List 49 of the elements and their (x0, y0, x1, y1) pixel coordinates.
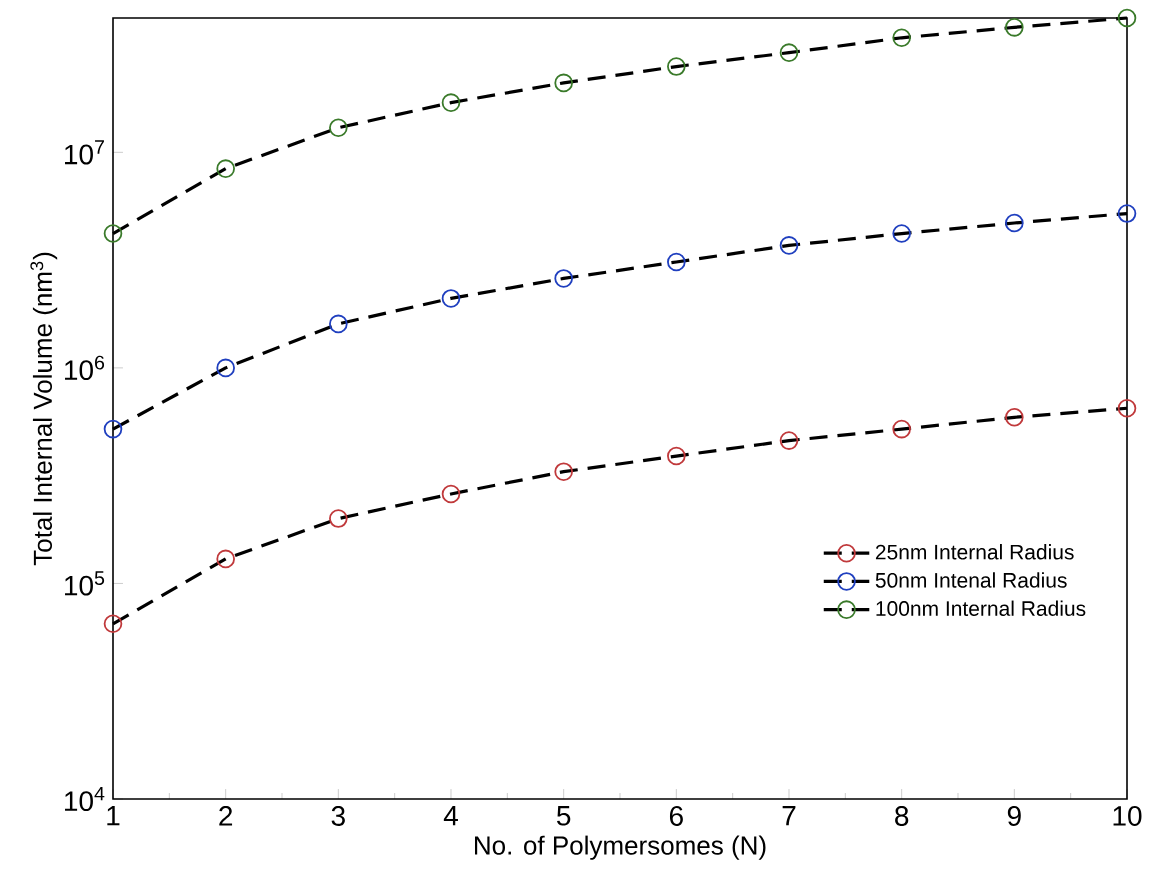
point (779, 236, 799, 255)
point (892, 28, 911, 48)
x-tick-label: 6 (669, 806, 683, 826)
x-tick-label: 2 (219, 806, 233, 826)
point (667, 446, 686, 466)
point (441, 289, 461, 308)
x-tick-label: 3 (331, 806, 345, 826)
point (779, 431, 799, 450)
y-tick-label: 10$^{6}$ (65, 355, 105, 381)
x-tick-label: 9 (1007, 806, 1021, 826)
point (892, 224, 911, 243)
point (216, 358, 235, 378)
point (554, 73, 573, 93)
legend-label: 25nm Internal Radius (875, 544, 1074, 560)
point (103, 224, 123, 243)
point (667, 57, 686, 76)
point (103, 419, 123, 439)
point (892, 419, 911, 439)
point (1117, 8, 1137, 28)
point (1005, 18, 1024, 37)
x-tick-label: 10 (1113, 806, 1142, 826)
point (329, 314, 348, 334)
x-tick-label: 8 (895, 806, 909, 826)
point (554, 462, 573, 481)
point (216, 549, 235, 569)
point (1005, 407, 1024, 427)
point (441, 93, 461, 112)
x-tick-label: 7 (782, 806, 796, 826)
point (329, 509, 348, 528)
x-tick-label: 5 (557, 806, 571, 826)
y-axis-title: Total Internal Volume (nm$^{3}$) (30, 252, 58, 566)
point (216, 159, 235, 178)
point (1117, 398, 1137, 418)
y-tick-label: 10$^{5}$ (65, 571, 105, 596)
point (329, 118, 348, 138)
y-tick-label: 10$^{7}$ (65, 140, 104, 165)
x-tick-label: 1 (107, 806, 120, 826)
x-tick-label: 4 (443, 806, 458, 826)
point (554, 269, 573, 288)
point (441, 484, 461, 504)
point (103, 614, 123, 634)
legend-label: 50nm Intenal Radius (875, 572, 1067, 588)
point (1117, 204, 1137, 223)
point (779, 43, 799, 62)
legend-label: 100nm Internal Radius (876, 600, 1086, 616)
x-axis-title: No. of Polymersomes (N) (475, 835, 766, 860)
point (1005, 213, 1024, 233)
point (667, 252, 686, 272)
y-tick-label: 10$^{4}$ (65, 786, 105, 812)
